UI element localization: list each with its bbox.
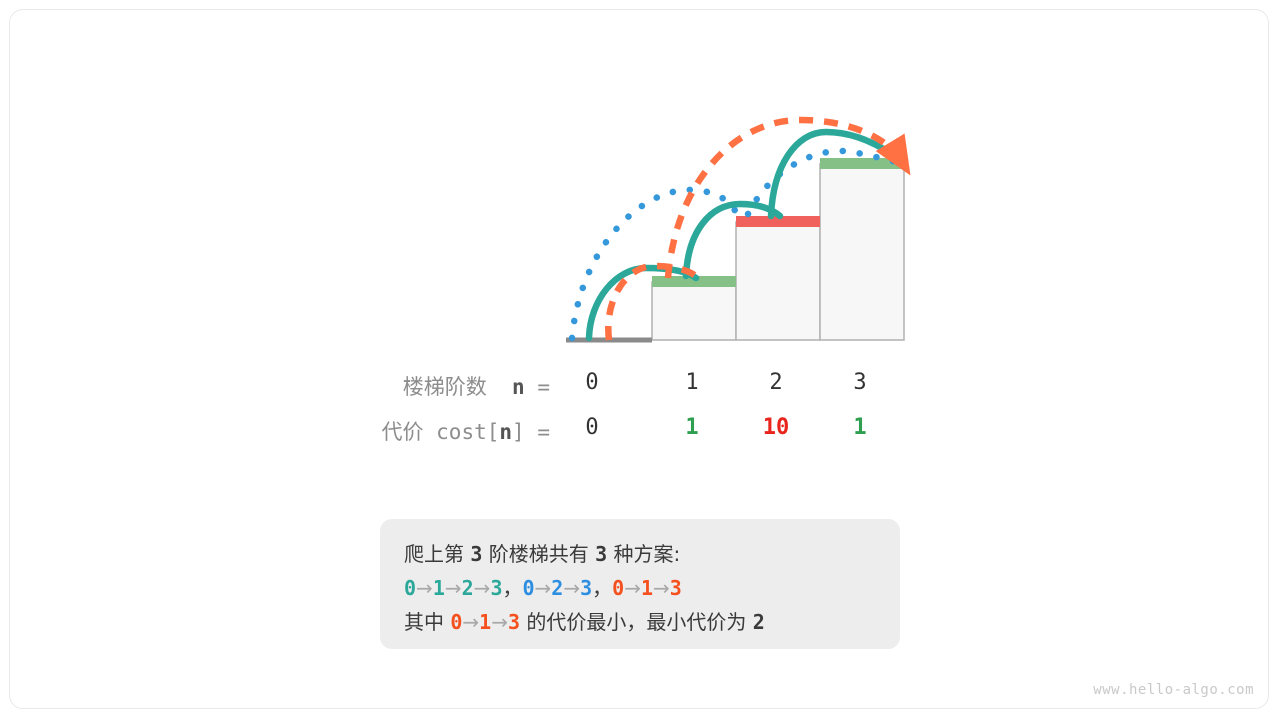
tread-step-1-green [652, 276, 736, 287]
min-seq-0: 0 [450, 610, 463, 634]
min-seq-2: 3 [507, 610, 521, 634]
step-block-2 [735, 221, 821, 341]
seq-blue-2: 3 [580, 576, 593, 600]
step-block-1 [651, 281, 737, 341]
watermark: www.hello-algo.com [1093, 682, 1254, 698]
seq-separator-1: ， [502, 576, 523, 600]
note-line1-n: 3 [470, 542, 483, 566]
orange-hop-0-to-1 [605, 262, 702, 341]
min-seq-1: 1 [479, 610, 492, 634]
arrow-icon: → [534, 576, 552, 600]
path-orange-dashed [605, 116, 911, 341]
seq-teal-0: 0 [404, 576, 417, 600]
orange-hop-1-to-3 [664, 116, 911, 279]
note-line3-min: 2 [752, 610, 765, 634]
arrow-icon: → [653, 576, 670, 600]
note-line-2: 0→1→2→3，0→2→3，0→1→3 [404, 571, 900, 605]
note-line-3: 其中 0→1→3 的代价最小，最小代价为 2 [404, 605, 900, 639]
note-line1-c: 种方案: [613, 542, 681, 566]
seq-orange-1: 1 [640, 576, 654, 600]
step-treads [652, 158, 904, 287]
note-line1-count: 3 [595, 542, 608, 566]
step-block-3 [819, 163, 905, 341]
arrow-icon: → [624, 576, 641, 600]
note-line3-a: 其中 [404, 610, 444, 634]
tread-step-2-red [736, 216, 820, 227]
arrow-icon: → [473, 576, 491, 600]
seq-teal-2: 2 [461, 576, 474, 600]
seq-separator-2: ， [592, 576, 613, 600]
seq-orange-0: 0 [612, 576, 625, 600]
note-line1-a: 爬上第 [404, 542, 464, 566]
arrow-icon: → [563, 576, 581, 600]
blue-hop-2-to-3 [744, 147, 901, 218]
seq-teal-3: 3 [490, 576, 503, 600]
arrow-icon: → [444, 576, 462, 600]
arrow-icon: → [462, 610, 480, 634]
tread-step-3-green [820, 158, 904, 169]
seq-blue-1: 2 [551, 576, 564, 600]
note-line1-b: 阶楼梯共有 [488, 542, 589, 566]
seq-blue-0: 0 [522, 576, 535, 600]
path-blue-dotted [568, 147, 901, 342]
arrow-icon: → [491, 610, 508, 634]
arrow-icon: → [416, 576, 433, 600]
note-line3-b: 的代价最小，最小代价为 [526, 610, 747, 634]
seq-orange-2: 3 [669, 576, 682, 600]
seq-teal-1: 1 [432, 576, 445, 600]
explanation-note-box: 爬上第 3 阶楼梯共有 3 种方案: 0→1→2→3，0→2→3，0→1→3 其… [380, 519, 900, 649]
note-line-1: 爬上第 3 阶楼梯共有 3 种方案: [404, 537, 900, 571]
